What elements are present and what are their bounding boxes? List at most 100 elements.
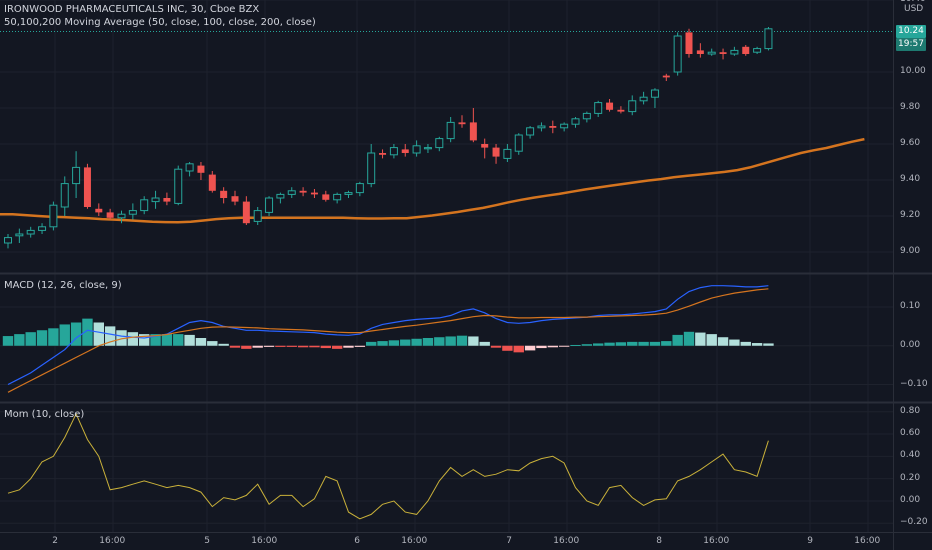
x-tick-label: 8: [656, 536, 662, 546]
histogram-bar: [116, 330, 127, 346]
candle-body: [174, 168, 183, 204]
candle-body: [673, 35, 682, 73]
candle-body: [287, 190, 296, 195]
histogram-bar: [661, 341, 672, 346]
histogram-bar: [263, 345, 275, 347]
candle-body: [560, 123, 569, 129]
candle-body: [685, 32, 693, 54]
macd-lines: [7, 285, 769, 393]
candle-body: [72, 166, 81, 185]
histogram-bar: [320, 345, 331, 349]
y-tick-label: 9.20: [900, 210, 921, 220]
histogram-bar: [479, 341, 490, 346]
candle-body: [435, 138, 444, 149]
histogram-bar: [139, 334, 150, 346]
histogram-bar: [25, 332, 36, 346]
x-tick-label: 7: [506, 536, 512, 546]
histogram-bar: [683, 331, 695, 346]
histogram-bar: [93, 322, 104, 346]
candle-body: [253, 210, 262, 222]
histogram-bar: [297, 345, 309, 348]
candle-body: [38, 226, 47, 231]
candle-body: [594, 102, 603, 114]
histogram-bar: [581, 344, 593, 346]
histogram-bar: [706, 334, 717, 346]
candle-body: [106, 212, 114, 218]
histogram-bar: [59, 324, 70, 346]
candle-body: [696, 50, 704, 54]
x-tick-label: 9: [807, 536, 813, 546]
x-tick-label: 16:00: [251, 536, 278, 546]
candle-body: [492, 147, 500, 157]
histogram-bar: [184, 334, 195, 346]
y-tick-label: 0.80: [900, 405, 921, 416]
candle-body: [276, 193, 285, 199]
y-tick-label: 9.80: [900, 102, 921, 112]
histogram-bar: [604, 342, 615, 346]
histogram-bar: [570, 344, 581, 346]
y-tick-label: −0.10: [900, 378, 928, 389]
candle-body: [333, 193, 342, 201]
histogram-bar: [524, 345, 536, 351]
y-tick-label: 0.40: [900, 450, 921, 461]
y-tick-label: 0.20: [900, 472, 921, 483]
momentum-line: [7, 412, 769, 520]
candle-body: [639, 96, 648, 102]
macd-legend[interactable]: MACD (12, 26, close, 9): [4, 280, 122, 291]
symbol-title[interactable]: IRONWOOD PHARMACEUTICALS INC, 30, Cboe B…: [4, 4, 260, 15]
histogram-bar: [763, 343, 774, 346]
x-tick-label: 16:00: [401, 536, 428, 546]
histogram-bar: [513, 345, 524, 353]
histogram-bar: [195, 338, 207, 346]
candle-body: [95, 208, 103, 213]
candle-body: [231, 196, 239, 202]
grid-lines: [0, 0, 893, 532]
histogram-bar: [275, 345, 286, 347]
candle-body: [265, 197, 274, 213]
y-tick-label: 0.00: [900, 494, 921, 505]
candle-body: [355, 183, 364, 194]
candle-body: [458, 122, 466, 125]
candle-body: [367, 152, 376, 185]
candle-body: [322, 194, 330, 200]
candle-body: [423, 147, 432, 150]
y-tick-label: −0.20: [900, 517, 928, 528]
histogram-bar: [547, 345, 558, 348]
histogram-bar: [161, 334, 173, 346]
candle-body: [481, 144, 489, 148]
x-tick-label: 6: [354, 536, 360, 546]
histogram-bar: [229, 345, 241, 348]
histogram-bar: [286, 345, 297, 347]
mom-legend[interactable]: Mom (10, close): [4, 409, 85, 420]
histogram-bar: [173, 334, 184, 346]
candle-body: [310, 192, 318, 195]
candle-body: [650, 89, 659, 98]
moving-average-legend[interactable]: 50,100,200 Moving Average (50, close, 10…: [4, 17, 316, 28]
candle-body: [389, 147, 398, 156]
candle-body: [220, 190, 228, 198]
candle-body: [526, 127, 535, 136]
x-tick-label: 16:00: [854, 536, 881, 546]
y-tick-label: 0.60: [900, 428, 921, 439]
histogram-bar: [638, 341, 649, 346]
candle-body: [662, 75, 670, 78]
y-tick-label: 9.00: [900, 246, 921, 256]
candle-body: [503, 148, 512, 159]
candle-body: [151, 197, 160, 203]
y-tick-label: 0.00: [900, 339, 921, 350]
candle-body: [26, 229, 35, 235]
histogram-bar: [354, 345, 366, 347]
histogram-bar: [740, 341, 751, 346]
candle-body: [60, 183, 69, 208]
candle-body: [707, 51, 716, 55]
x-tick-label: 16:00: [99, 536, 126, 546]
histogram-bar: [2, 336, 14, 346]
histogram-bar: [615, 342, 627, 346]
y-tick-label: 9.60: [900, 138, 921, 148]
candle-body: [208, 174, 216, 191]
mom-line: [7, 412, 769, 520]
histogram-bar: [411, 338, 422, 346]
candle-body: [628, 100, 637, 113]
